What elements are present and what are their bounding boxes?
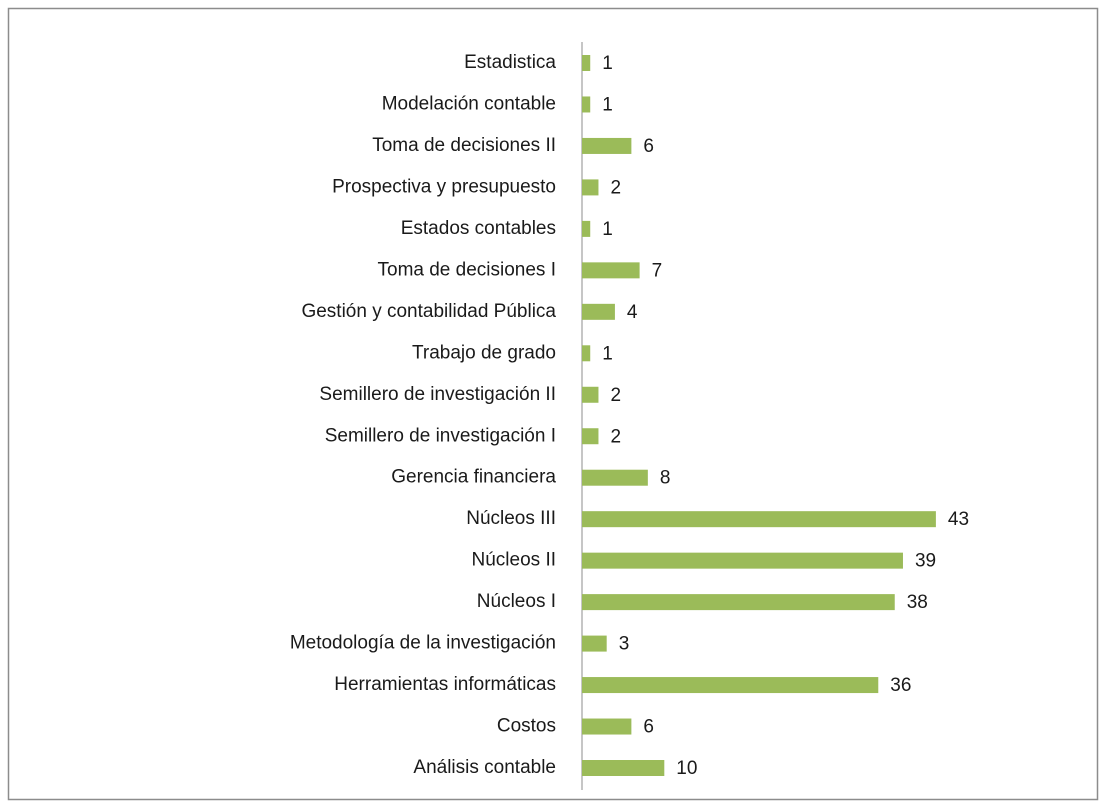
category-label: Herramientas informáticas — [334, 674, 556, 695]
data-label: 2 — [610, 426, 621, 447]
category-label: Toma de decisiones II — [372, 135, 556, 156]
bar — [582, 469, 648, 486]
data-label: 7 — [652, 260, 663, 281]
category-label: Semillero de investigación II — [319, 384, 556, 405]
category-label: Semillero de investigación I — [325, 425, 556, 446]
category-label: Gestión y contabilidad Pública — [301, 301, 556, 322]
data-label: 10 — [676, 758, 697, 779]
category-label: Costos — [497, 716, 556, 737]
category-label: Metodología de la investigación — [290, 633, 556, 654]
category-label: Trabajo de grado — [412, 342, 556, 363]
data-label: 36 — [890, 675, 911, 696]
bar — [582, 718, 632, 735]
bar — [582, 220, 591, 237]
bar — [582, 345, 591, 362]
bar — [582, 55, 591, 71]
bar — [582, 760, 665, 776]
category-label: Toma de decisiones I — [378, 259, 557, 280]
category-label: Modelación contable — [382, 93, 556, 114]
bar — [582, 428, 599, 445]
data-label: 3 — [619, 634, 630, 655]
data-label: 43 — [948, 509, 969, 530]
category-label: Núcleos II — [472, 550, 556, 571]
category-label: Núcleos I — [477, 591, 556, 612]
data-label: 1 — [602, 53, 613, 74]
data-label: 8 — [660, 468, 671, 489]
data-label: 1 — [602, 343, 613, 364]
bar — [582, 635, 607, 652]
bar — [582, 137, 632, 154]
bar — [582, 262, 640, 279]
category-label: Estados contables — [401, 218, 556, 239]
data-label: 2 — [610, 177, 621, 198]
bar — [582, 677, 879, 694]
bar — [582, 303, 615, 320]
bar — [582, 386, 599, 403]
data-label: 1 — [602, 219, 613, 240]
data-label: 38 — [907, 592, 928, 613]
category-label: Análisis contable — [413, 757, 556, 778]
bar — [582, 552, 903, 569]
bar — [582, 96, 591, 113]
category-label: Prospectiva y presupuesto — [332, 176, 556, 197]
data-label: 39 — [915, 551, 936, 572]
category-label: Núcleos III — [466, 508, 556, 529]
bar — [582, 511, 936, 528]
chart-frame — [7, 7, 1099, 801]
data-label: 6 — [643, 136, 654, 157]
data-label: 4 — [627, 302, 638, 323]
data-label: 1 — [602, 94, 613, 115]
bar — [582, 179, 599, 196]
data-label: 6 — [643, 717, 654, 738]
data-label: 2 — [610, 385, 621, 406]
category-label: Gerencia financiera — [391, 467, 556, 488]
category-label: Estadistica — [464, 52, 556, 73]
bar — [582, 594, 895, 611]
